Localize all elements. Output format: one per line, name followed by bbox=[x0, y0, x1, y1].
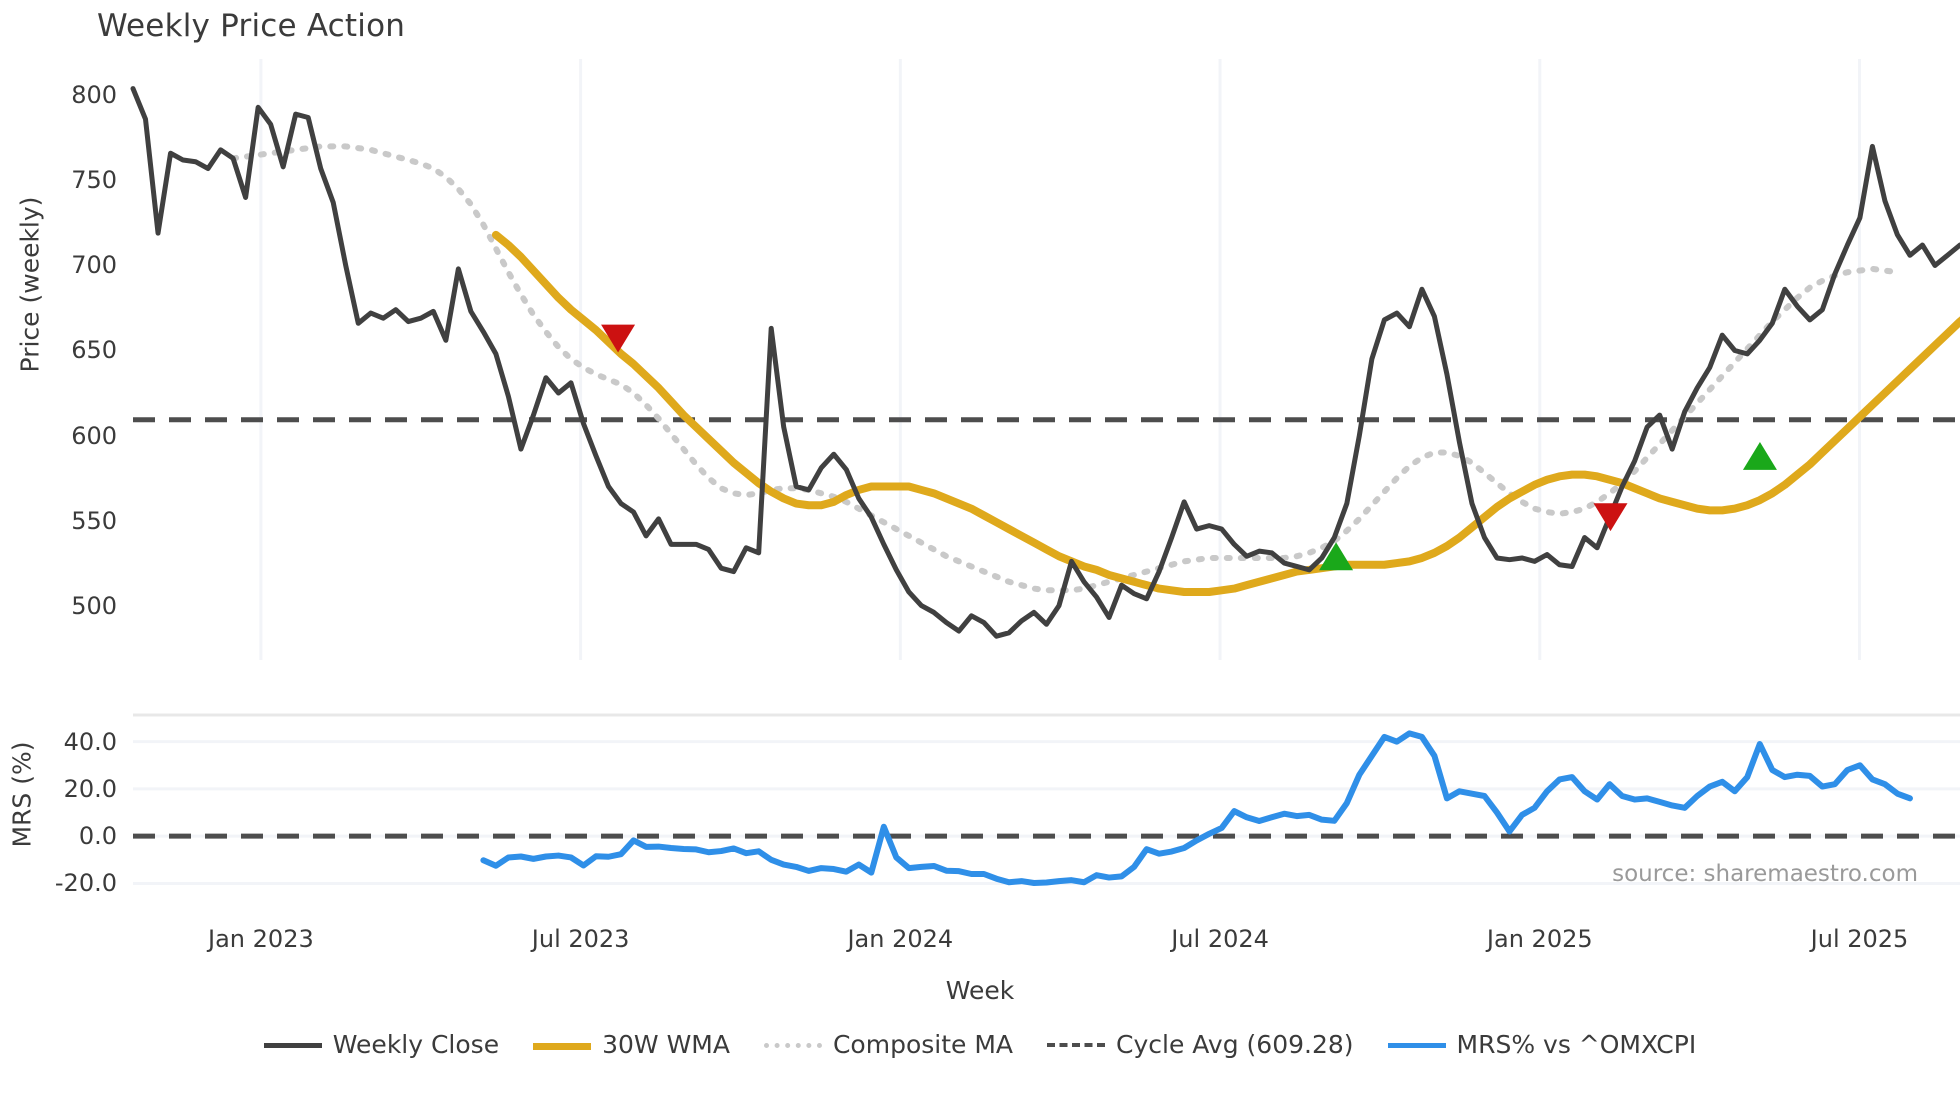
buy-signal-marker bbox=[1742, 441, 1777, 470]
legend-label: Composite MA bbox=[832, 1030, 1014, 1059]
x-tick: Jul 2025 bbox=[1810, 925, 1909, 953]
price-y-tick: 650 bbox=[71, 336, 117, 365]
buy-signal-marker bbox=[1319, 542, 1354, 571]
x-tick: Jan 2025 bbox=[1486, 925, 1593, 953]
x-tick: Jan 2023 bbox=[208, 925, 314, 953]
composite-ma-line bbox=[230, 143, 1901, 594]
chart-title: Weekly Price Action bbox=[97, 8, 406, 44]
price-y-tick: 550 bbox=[71, 506, 117, 535]
mrs-y-tick: 0.0 bbox=[78, 822, 117, 851]
x-tick: Jan 2024 bbox=[847, 925, 954, 953]
price-y-tick: 600 bbox=[71, 421, 117, 450]
mrs-y-tick: -20.0 bbox=[54, 869, 117, 898]
legend-label: Cycle Avg (609.28) bbox=[1116, 1030, 1354, 1059]
legend-item[interactable]: Cycle Avg (609.28) bbox=[1047, 1030, 1354, 1059]
chart-legend: Weekly Close 30W WMA Composite MA Cycle Avg… bbox=[0, 1030, 1960, 1059]
price-y-tick: 500 bbox=[71, 591, 117, 620]
x-tick: Jul 2023 bbox=[531, 925, 630, 953]
x-tick: Jul 2024 bbox=[1171, 925, 1269, 953]
legend-label: Weekly Close bbox=[332, 1030, 500, 1059]
mrs-y-tick: 20.0 bbox=[63, 774, 117, 803]
legend-label: MRS% vs ^OMXCPI bbox=[1456, 1030, 1697, 1059]
legend-item[interactable]: Composite MA bbox=[763, 1030, 1014, 1059]
legend-item[interactable]: 30W WMA bbox=[533, 1030, 730, 1059]
legend-item[interactable]: Weekly Close bbox=[263, 1030, 500, 1059]
weekly-close-line bbox=[130, 86, 1960, 639]
grid-lines bbox=[259, 59, 1862, 660]
x-axis-label: Week bbox=[945, 976, 1015, 1005]
mrs-line bbox=[480, 730, 1913, 886]
price-y-tick: 800 bbox=[71, 81, 117, 110]
sell-signal-marker bbox=[1593, 503, 1628, 532]
price-y-tick: 750 bbox=[71, 166, 117, 195]
sell-signal-marker bbox=[601, 324, 636, 353]
signal-markers bbox=[601, 324, 1777, 571]
legend-item[interactable]: MRS% vs ^OMXCPI bbox=[1387, 1030, 1697, 1059]
legend-label: 30W WMA bbox=[602, 1030, 730, 1059]
mrs-y-tick: 40.0 bbox=[63, 727, 117, 756]
price-y-tick: 700 bbox=[71, 251, 117, 280]
mrs-grid-lines bbox=[133, 713, 1960, 885]
source-note: source: sharemaestro.com bbox=[1612, 861, 1918, 887]
